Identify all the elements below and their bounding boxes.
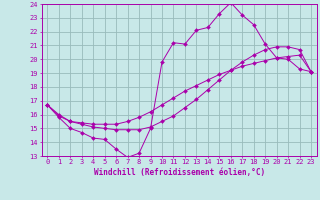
X-axis label: Windchill (Refroidissement éolien,°C): Windchill (Refroidissement éolien,°C) — [94, 168, 265, 177]
